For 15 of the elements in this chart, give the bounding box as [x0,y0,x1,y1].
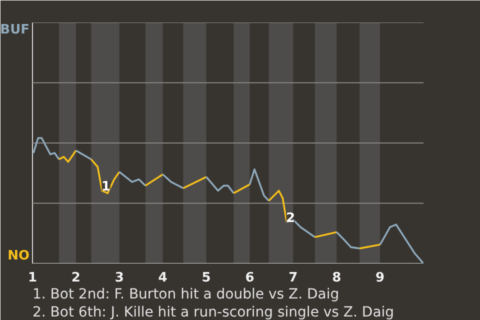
text: NO [8,248,30,264]
x-tick-label: 9 [376,270,385,286]
text: BUF [0,22,30,38]
annotation: 1 [101,180,110,195]
annotation: 2 [286,211,296,226]
x-tick-label: 8 [332,270,342,286]
x-tick-label: 1 [28,270,38,286]
text: 1. Bot 2nd: F. Burton hit a double vs Z. Daig [32,286,340,302]
x-tick-label: 6 [245,270,254,286]
x-tick-label: 3 [114,270,124,286]
x-tick-label: 4 [158,270,168,286]
x-tick-label: 7 [288,270,298,286]
x-tick-label: 2 [71,270,80,286]
text: 2. Bot 6th: J. Kille hit a run-scoring single vs Z. Daig [32,304,394,320]
x-tick-label: 5 [202,270,211,286]
